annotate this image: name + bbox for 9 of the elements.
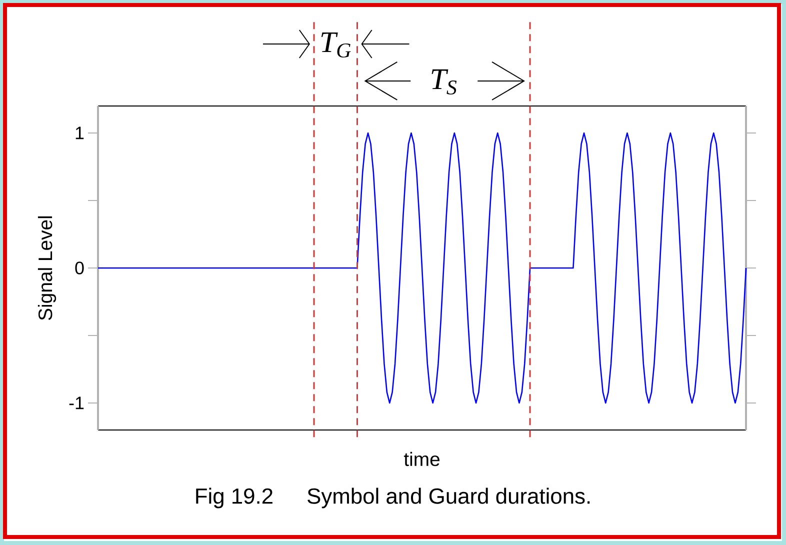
x-axis-title: time <box>404 452 440 466</box>
y-axis-title: Signal Level <box>38 216 56 320</box>
y-tick-label: 0 <box>75 262 84 274</box>
text: T$_{S}$ <box>432 69 457 95</box>
text: T$_{G}$ <box>321 32 351 58</box>
caption: Fig 19.2 <box>196 488 272 508</box>
text: Symbol and Guard durations. <box>308 488 590 508</box>
y-tick-label: -1 <box>69 396 84 410</box>
y-tick-label: 1 <box>76 126 84 140</box>
